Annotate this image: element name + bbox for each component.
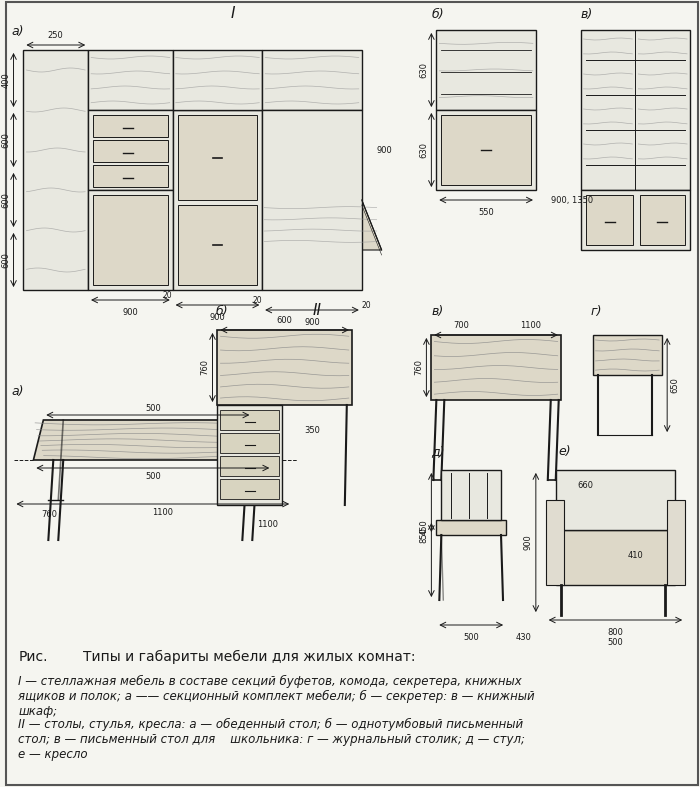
Text: 760: 760 [414, 359, 424, 375]
Text: 700: 700 [454, 321, 469, 330]
Text: 500: 500 [145, 404, 161, 413]
Bar [580, 190, 690, 250]
Text: г): г) [591, 305, 602, 318]
Text: б): б) [431, 8, 444, 21]
Bar [556, 530, 675, 585]
Bar [593, 335, 662, 375]
Text: 630: 630 [419, 142, 428, 158]
Bar [220, 410, 279, 430]
Bar [173, 50, 262, 110]
Bar [88, 50, 173, 110]
Text: 760: 760 [41, 510, 57, 519]
Text: 250: 250 [48, 31, 63, 40]
Bar [441, 470, 501, 520]
Text: 900: 900 [377, 146, 393, 154]
Bar [93, 140, 168, 162]
Text: ящиков и полок; а —— секционный комплект мебели; б — секретер: в — книжный: ящиков и полок; а —— секционный комплект… [18, 690, 535, 703]
Text: Рис.: Рис. [18, 650, 48, 664]
Bar [173, 110, 262, 290]
Text: шкаф;: шкаф; [18, 705, 57, 718]
Text: д): д) [431, 445, 445, 458]
Bar [93, 195, 168, 285]
Text: II: II [312, 303, 321, 318]
Text: 1100: 1100 [520, 321, 541, 330]
Text: 650: 650 [670, 377, 679, 393]
Text: стол; в — письменный стол для    школьника: г — журнальный столик; д — стул;: стол; в — письменный стол для школьника:… [18, 733, 526, 746]
Bar [436, 110, 536, 190]
Text: 760: 760 [200, 359, 209, 375]
Text: 900: 900 [122, 308, 138, 317]
Text: е): е) [559, 445, 571, 458]
Text: 410: 410 [627, 550, 643, 560]
Bar [262, 50, 362, 110]
Text: I: I [230, 6, 235, 21]
Text: 450: 450 [419, 519, 428, 535]
Polygon shape [262, 200, 382, 250]
Bar [88, 190, 173, 290]
Text: 1100: 1100 [257, 520, 278, 529]
Polygon shape [34, 420, 272, 460]
Bar [431, 335, 561, 400]
Text: 550: 550 [478, 208, 494, 217]
Text: II — столы, стулья, кресла: а — обеденный стол; б — однотумбовый письменный: II — столы, стулья, кресла: а — обеденны… [18, 718, 524, 731]
Text: 500: 500 [608, 638, 623, 647]
Text: 660: 660 [578, 481, 594, 490]
Bar [441, 115, 531, 185]
Bar [262, 110, 362, 290]
Text: Типы и габариты мебели для жилых комнат:: Типы и габариты мебели для жилых комнат: [83, 650, 416, 664]
Bar [93, 165, 168, 187]
Bar [436, 520, 506, 535]
Text: 900: 900 [304, 318, 320, 327]
Bar [178, 205, 258, 285]
Text: 900: 900 [209, 313, 225, 322]
Text: 630: 630 [419, 62, 428, 78]
Text: б): б) [216, 305, 228, 318]
Bar [220, 433, 279, 453]
Text: 430: 430 [516, 633, 532, 642]
Text: 600: 600 [276, 316, 292, 325]
Text: е — кресло: е — кресло [18, 748, 88, 761]
Bar [556, 470, 675, 530]
Bar [218, 405, 282, 505]
Bar [178, 115, 258, 200]
Text: 500: 500 [145, 472, 161, 481]
Text: 500: 500 [463, 633, 479, 642]
Bar [580, 30, 690, 190]
Text: 600: 600 [1, 252, 10, 268]
Text: а): а) [11, 385, 24, 398]
Text: 20: 20 [253, 296, 262, 305]
Text: в): в) [580, 8, 593, 21]
Text: 350: 350 [304, 426, 320, 434]
Bar [546, 500, 564, 585]
Text: 900: 900 [524, 534, 533, 550]
Text: 20: 20 [163, 291, 172, 300]
Text: 20: 20 [362, 301, 372, 310]
Text: 400: 400 [1, 72, 10, 88]
Bar [218, 330, 352, 405]
Bar [88, 110, 173, 190]
Bar [220, 456, 279, 476]
Bar [24, 50, 88, 290]
Bar [640, 195, 685, 245]
Text: а): а) [11, 25, 24, 38]
Text: 1100: 1100 [153, 508, 174, 517]
Text: 600: 600 [1, 192, 10, 208]
Bar [93, 115, 168, 137]
Bar [586, 195, 634, 245]
Text: I — стеллажная мебель в составе секций буфетов, комода, секретера, книжных: I — стеллажная мебель в составе секций б… [18, 675, 522, 688]
Text: 900, 1350: 900, 1350 [551, 195, 593, 205]
Text: в): в) [431, 305, 444, 318]
Bar [220, 479, 279, 499]
Text: 600: 600 [1, 132, 10, 148]
Bar [667, 500, 685, 585]
Bar [436, 30, 536, 110]
Text: 850: 850 [419, 527, 428, 543]
Text: 800: 800 [608, 628, 624, 637]
